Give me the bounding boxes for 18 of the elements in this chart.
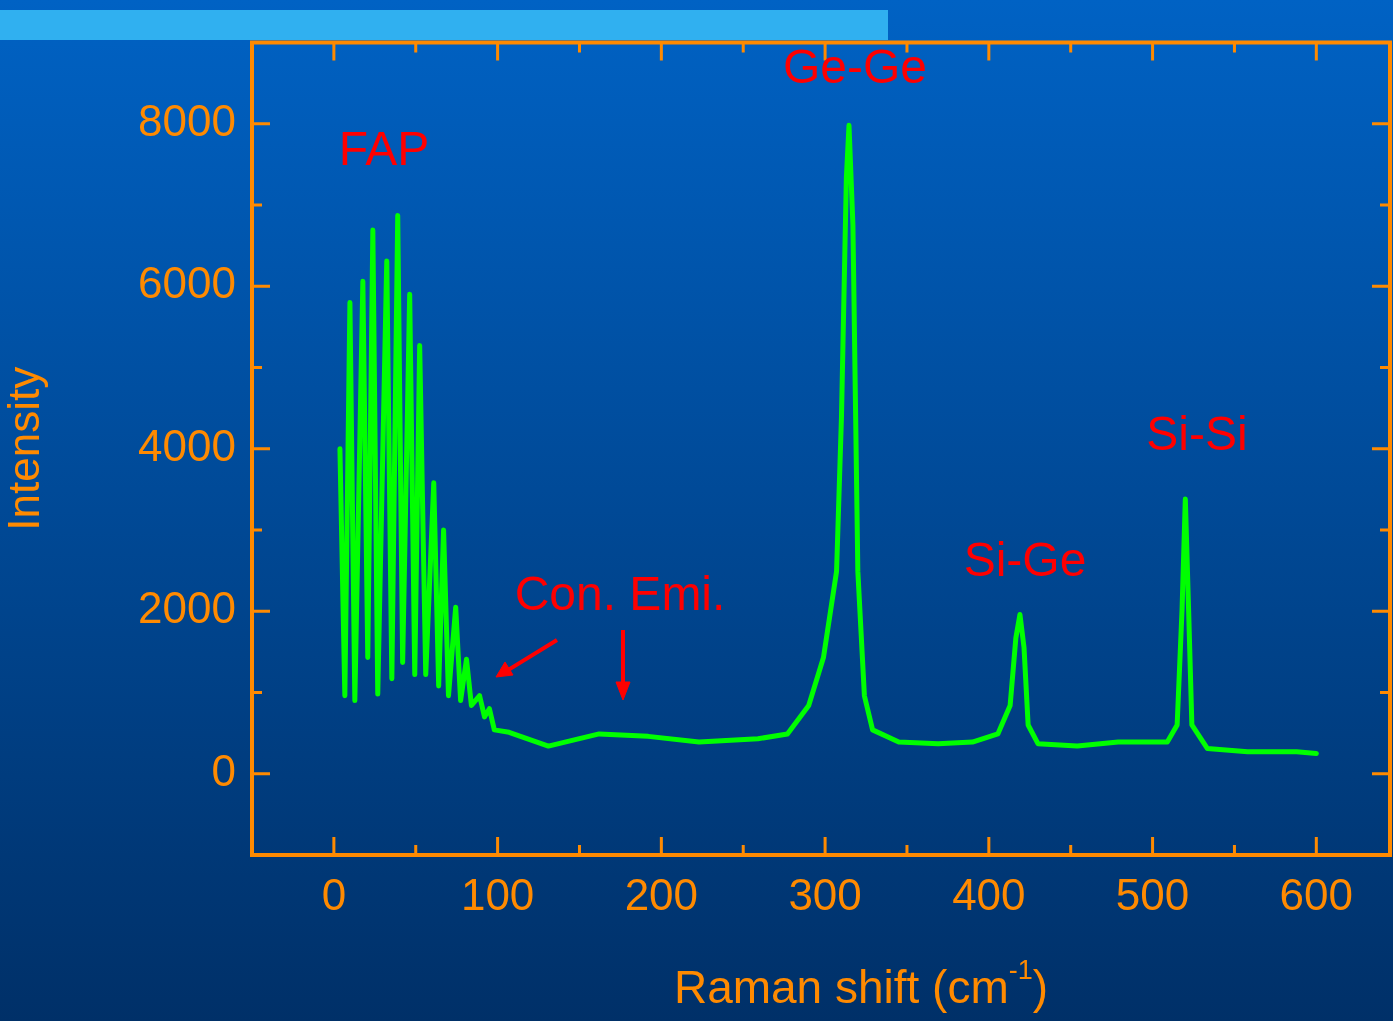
annotation: FAP — [338, 122, 430, 176]
annotation: Ge-Ge — [782, 40, 928, 94]
x-tick-label: 400 — [952, 869, 1026, 919]
x-tick-label: 300 — [788, 869, 862, 919]
annotation: Con. Emi. — [514, 567, 726, 621]
y-tick-label: 8000 — [138, 95, 236, 145]
x-tick-label: 600 — [1279, 869, 1354, 919]
x-tick-label: 100 — [460, 869, 535, 919]
annotation: Si-Si — [1146, 407, 1248, 461]
y-tick-label: 2000 — [138, 583, 236, 633]
y-tick-label: 4000 — [138, 420, 236, 470]
x-tick-label: 200 — [624, 869, 699, 919]
x-tick-label: 500 — [1115, 869, 1190, 919]
y-axis-title: Intensity — [0, 366, 48, 531]
annotation: Si-Ge — [963, 533, 1087, 587]
y-tick-label: 6000 — [138, 258, 236, 308]
x-tick-label: 0 — [321, 869, 347, 919]
y-tick-label: 0 — [211, 745, 236, 795]
